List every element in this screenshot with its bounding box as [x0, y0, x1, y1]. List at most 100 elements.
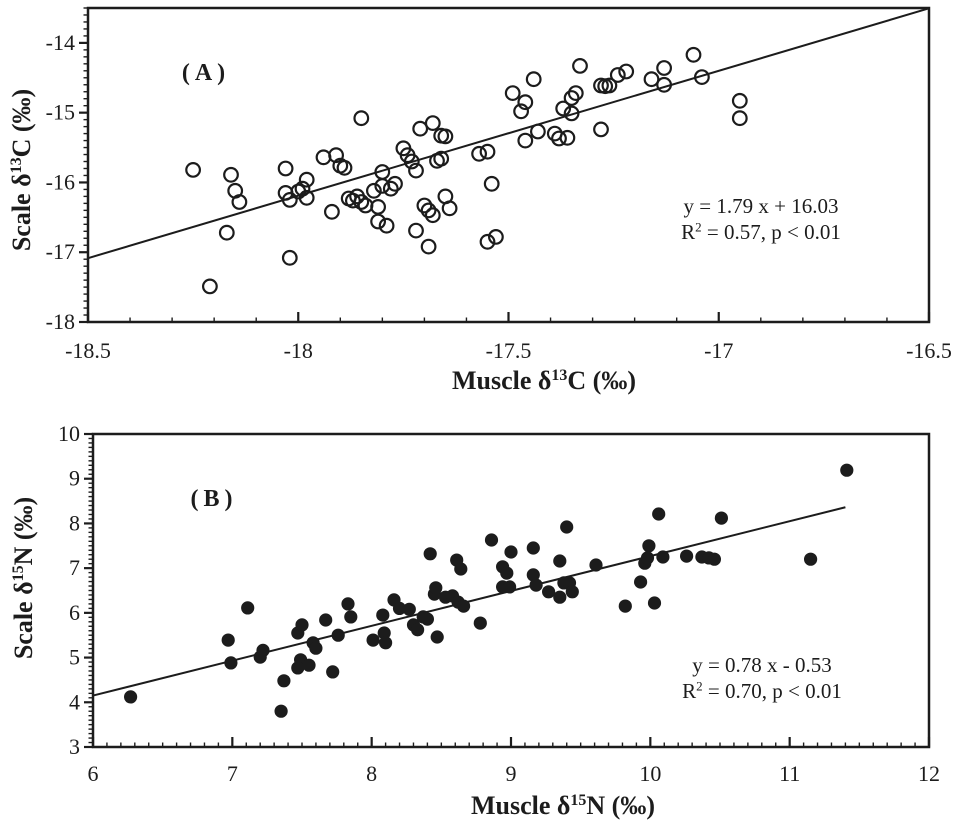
scatter-point	[647, 596, 662, 610]
scatter-point	[618, 599, 632, 613]
scatter-point	[656, 76, 672, 93]
equation-annotation-line: R2 = 0.70, p < 0.01	[682, 679, 842, 703]
scatter-point	[526, 568, 540, 582]
scatter-point	[609, 67, 626, 83]
scatter-point	[529, 578, 543, 592]
x-axis-tick-label: 8	[366, 761, 377, 786]
scatter-point	[309, 641, 323, 655]
x-axis-tick-label: -18.5	[65, 338, 111, 363]
scatter-point	[224, 656, 238, 670]
x-axis-tick-label: -18	[284, 338, 313, 363]
scatter-point	[379, 636, 393, 650]
scatter-point	[387, 175, 403, 192]
scatter-point	[377, 626, 391, 640]
regression-line	[92, 506, 846, 697]
scatter-point	[551, 130, 567, 147]
scatter-point	[231, 194, 248, 210]
scatter-point	[315, 149, 332, 166]
scatter-point	[366, 182, 382, 199]
scatter-point	[642, 539, 656, 553]
scatter-point	[420, 612, 434, 626]
scatter-point	[411, 623, 425, 637]
scatter-point	[488, 228, 504, 245]
x-axis-tick-label: -17.5	[486, 338, 532, 363]
y-axis-tick-label: -14	[46, 30, 75, 55]
scatter-point	[124, 690, 138, 704]
scatter-point	[402, 602, 416, 616]
scatter-point	[324, 203, 340, 220]
equation-annotation-line: y = 1.79 x + 16.03	[684, 194, 839, 218]
x-axis-tick-label: 10	[639, 761, 661, 786]
scatter-point	[640, 551, 655, 565]
scatter-point	[221, 633, 235, 647]
scatter-point	[567, 85, 584, 101]
scatter-point	[563, 105, 580, 122]
scatter-point	[370, 213, 387, 230]
scatter-point	[454, 562, 468, 576]
scatter-point	[618, 63, 635, 80]
scatter-point	[589, 558, 603, 572]
regression-line	[87, 7, 930, 260]
x-axis-tick-label: 12	[918, 761, 940, 786]
scatter-point	[408, 162, 424, 179]
scatter-point	[804, 552, 818, 566]
plot-border	[91, 432, 931, 749]
scatter-point	[319, 613, 333, 627]
y-axis-tick-label: 8	[69, 510, 80, 535]
scatter-point	[429, 581, 443, 595]
scatter-point	[593, 121, 609, 138]
scatter-point	[416, 197, 433, 214]
scatter-point	[274, 704, 288, 718]
scatter-point	[560, 520, 574, 534]
scatter-point	[256, 643, 270, 658]
scatter-point	[277, 674, 291, 688]
scatter-point	[555, 100, 572, 117]
scatter-point	[382, 180, 399, 197]
scatter-point	[559, 129, 576, 146]
scatter-point	[277, 160, 294, 177]
scatter-point	[656, 60, 672, 76]
scatter-point	[295, 618, 309, 632]
panel-label: (A)	[182, 60, 230, 86]
scatter-point	[714, 511, 729, 525]
scatter-point	[366, 633, 380, 647]
scatter-point	[302, 658, 316, 672]
scatter-point	[473, 616, 487, 630]
y-axis-title: Scale δ15N (‰)	[9, 497, 38, 659]
scatter-point	[344, 610, 358, 624]
y-axis-tick-label: 6	[69, 600, 80, 625]
scatter-point	[565, 585, 579, 599]
scatter-point	[336, 159, 353, 176]
scatter-point	[513, 103, 529, 120]
scatter-point	[526, 541, 540, 555]
scatter-point	[341, 597, 355, 611]
y-axis-tick-label: 9	[69, 466, 80, 491]
scatter-point	[525, 71, 542, 88]
scatter-point	[294, 180, 311, 197]
scatter-point	[201, 278, 218, 295]
scatter-point	[423, 547, 437, 561]
x-axis-title: Muscle δ15N (‰)	[471, 791, 655, 820]
x-axis-tick-label: -16.5	[906, 338, 952, 363]
scatter-point	[218, 224, 235, 241]
scatter-point	[291, 661, 305, 675]
scatter-point	[517, 94, 534, 111]
scatter-point	[694, 69, 710, 85]
scatter-point	[281, 191, 298, 208]
scatter-point	[542, 585, 556, 599]
scatter-point	[483, 175, 500, 192]
scatter-point	[353, 194, 370, 210]
panel-A: -18.5 -18 -17.5 -17 -16.5 -18 -17 -16 -15 -14 (A) M…	[7, 6, 952, 395]
scatter-point	[504, 545, 518, 559]
y-axis-tick-label: 10	[58, 421, 80, 446]
scatter-point	[424, 207, 441, 224]
x-axis-tick-label: 6	[88, 761, 99, 786]
scatter-point	[328, 147, 345, 164]
plot-border	[86, 6, 931, 324]
y-axis-tick-label: 3	[69, 734, 80, 759]
scatter-point	[420, 238, 437, 255]
y-axis-tick-label: 7	[69, 555, 80, 580]
scatter-point	[420, 202, 437, 219]
y-axis-tick-label: -16	[46, 169, 75, 194]
